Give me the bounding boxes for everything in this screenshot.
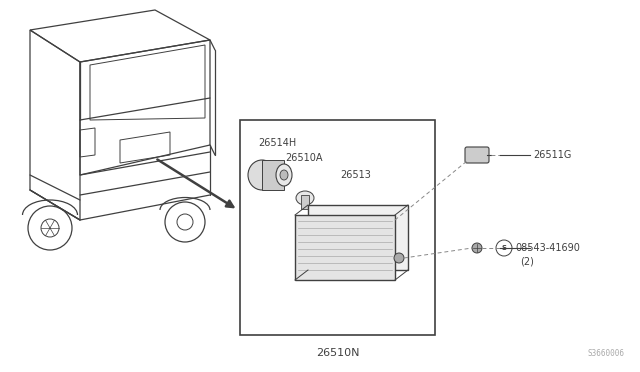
Text: S: S [502, 245, 506, 251]
Bar [240, 120, 435, 335]
Ellipse shape [276, 164, 292, 186]
Text: (2): (2) [520, 257, 534, 267]
FancyBboxPatch shape [465, 147, 489, 163]
Circle shape [472, 243, 482, 253]
Text: 26511G: 26511G [533, 150, 572, 160]
Ellipse shape [280, 170, 288, 180]
Text: 26514H: 26514H [258, 138, 296, 148]
Text: 26513: 26513 [340, 170, 371, 180]
Text: 26510A: 26510A [285, 153, 323, 163]
Text: S3660006: S3660006 [588, 349, 625, 358]
Text: 26510N: 26510N [316, 348, 359, 358]
Bar [308, 205, 408, 270]
Ellipse shape [296, 191, 314, 205]
Bar [301, 195, 309, 209]
Text: 08543-41690: 08543-41690 [515, 243, 580, 253]
Ellipse shape [248, 160, 276, 190]
Circle shape [394, 253, 404, 263]
Bar [295, 215, 395, 280]
Bar [262, 160, 284, 190]
